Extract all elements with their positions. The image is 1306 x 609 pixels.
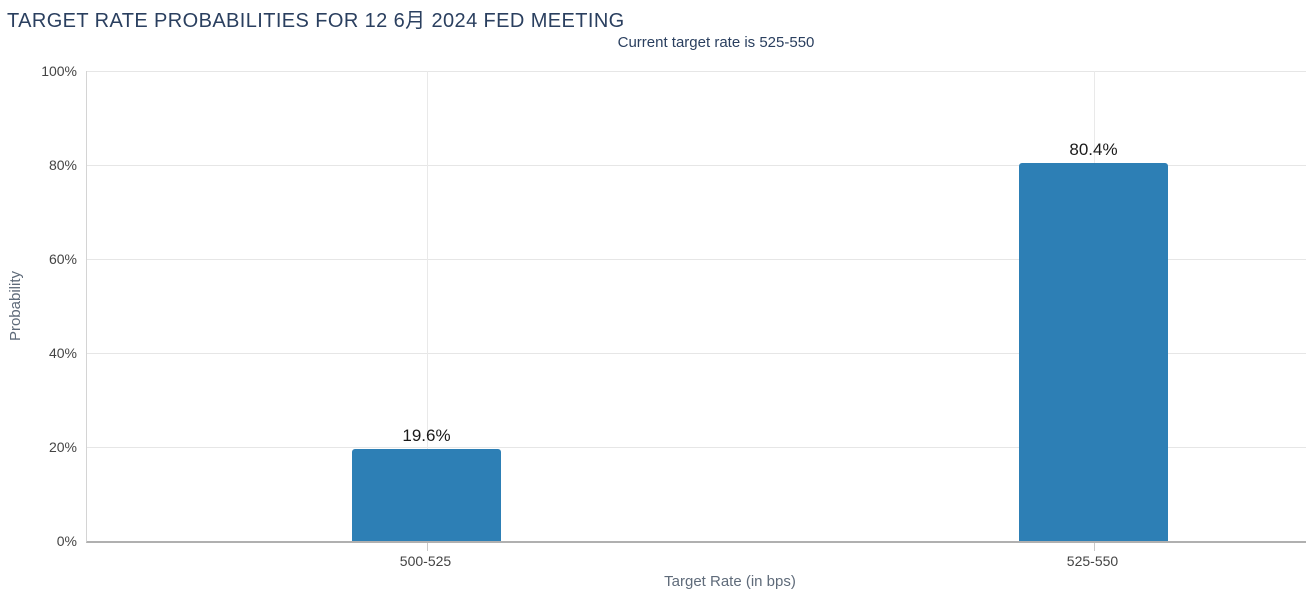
x-tick-label: 525-550	[1066, 553, 1119, 569]
y-gridline	[87, 259, 1306, 260]
x-tick-mark	[426, 543, 428, 551]
plot-area: 19.6% 80.4%	[86, 71, 1306, 551]
y-axis-title: Probability	[6, 270, 24, 342]
y-gridline	[87, 447, 1306, 448]
chart-subtitle: Current target rate is 525-550	[617, 34, 815, 51]
y-tick-label: 40%	[48, 345, 77, 361]
y-tick-label: 80%	[48, 157, 77, 173]
bar-value-label: 19.6%	[402, 425, 451, 445]
y-tick-label: 100%	[41, 63, 77, 79]
x-axis-title: Target Rate (in bps)	[664, 573, 796, 590]
y-gridline	[87, 353, 1306, 354]
bar-value-label: 80.4%	[1069, 140, 1118, 160]
probability-bar-500-525[interactable]	[352, 448, 501, 541]
y-tick-label: 60%	[48, 251, 77, 267]
y-tick-label: 0%	[56, 533, 77, 549]
x-tick-mark	[1093, 543, 1095, 551]
chart-title: TARGET RATE PROBABILITIES FOR 12 6月 2024…	[7, 10, 625, 32]
y-gridline	[87, 165, 1306, 166]
y-tick-label: 20%	[48, 439, 77, 455]
y-gridline	[87, 71, 1306, 72]
probability-bar-525-550[interactable]	[1019, 163, 1168, 541]
x-gridline	[426, 71, 428, 541]
x-tick-label: 500-525	[399, 553, 452, 569]
